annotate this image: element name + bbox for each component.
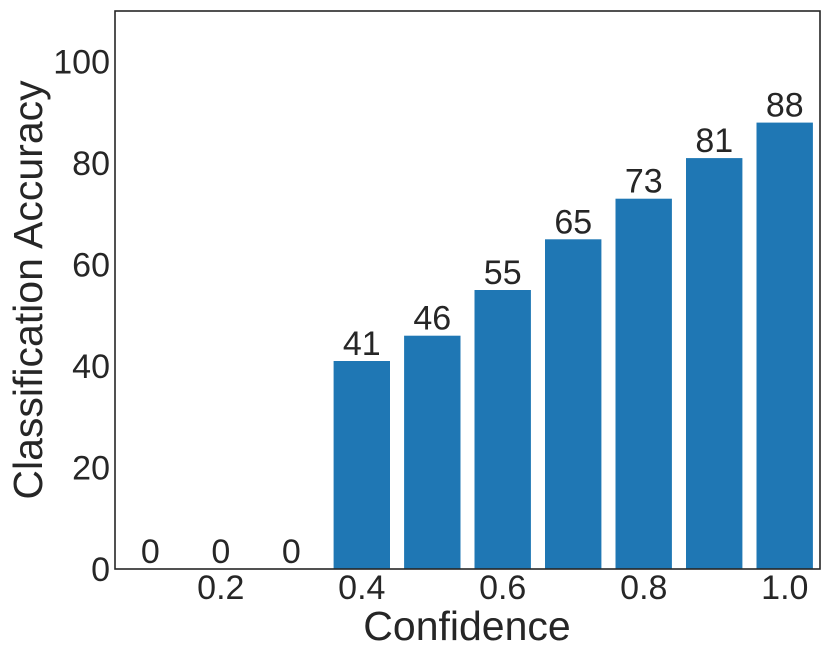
x-tick-label-1: 0.4 <box>338 569 385 607</box>
x-tick-labels-group: 0.2 0.4 0.6 0.8 1.0 <box>197 569 808 607</box>
y-tick-label-0: 0 <box>91 551 110 589</box>
plot-frame <box>114 10 821 570</box>
data-labels-group: 0 0 0 41 46 55 65 73 81 88 <box>141 87 804 571</box>
x-tick-label-3: 0.8 <box>620 569 667 607</box>
y-tick-labels-group: 0 20 40 60 80 100 <box>53 44 110 589</box>
y-axis-title: Classification Accuracy <box>5 80 51 500</box>
x-axis-title: Confidence <box>363 603 570 649</box>
y-tick-label-1: 20 <box>72 450 110 488</box>
bar-5 <box>474 290 531 569</box>
data-label-9: 88 <box>766 87 804 125</box>
data-label-4: 46 <box>413 300 451 338</box>
data-label-7: 73 <box>625 163 663 201</box>
x-tick-label-2: 0.6 <box>479 569 526 607</box>
bar-6 <box>545 239 602 570</box>
data-label-8: 81 <box>695 122 733 160</box>
data-label-0: 0 <box>141 533 160 571</box>
data-label-3: 41 <box>343 325 381 363</box>
y-tick-label-2: 40 <box>72 348 110 386</box>
bars-group <box>333 122 813 570</box>
x-tick-label-4: 1.0 <box>761 569 808 607</box>
y-tick-label-3: 60 <box>72 247 110 285</box>
data-label-2: 0 <box>282 533 301 571</box>
data-label-6: 65 <box>554 203 592 241</box>
y-tick-label-4: 80 <box>72 145 110 183</box>
y-tick-label-5: 100 <box>53 44 110 82</box>
data-label-5: 55 <box>484 254 522 292</box>
data-label-1: 0 <box>211 533 230 571</box>
bar-7 <box>615 198 672 569</box>
bar-8 <box>686 158 743 569</box>
x-tick-label-0: 0.2 <box>197 569 244 607</box>
bar-9 <box>756 122 813 569</box>
bar-3 <box>333 361 390 569</box>
bar-4 <box>404 335 461 569</box>
